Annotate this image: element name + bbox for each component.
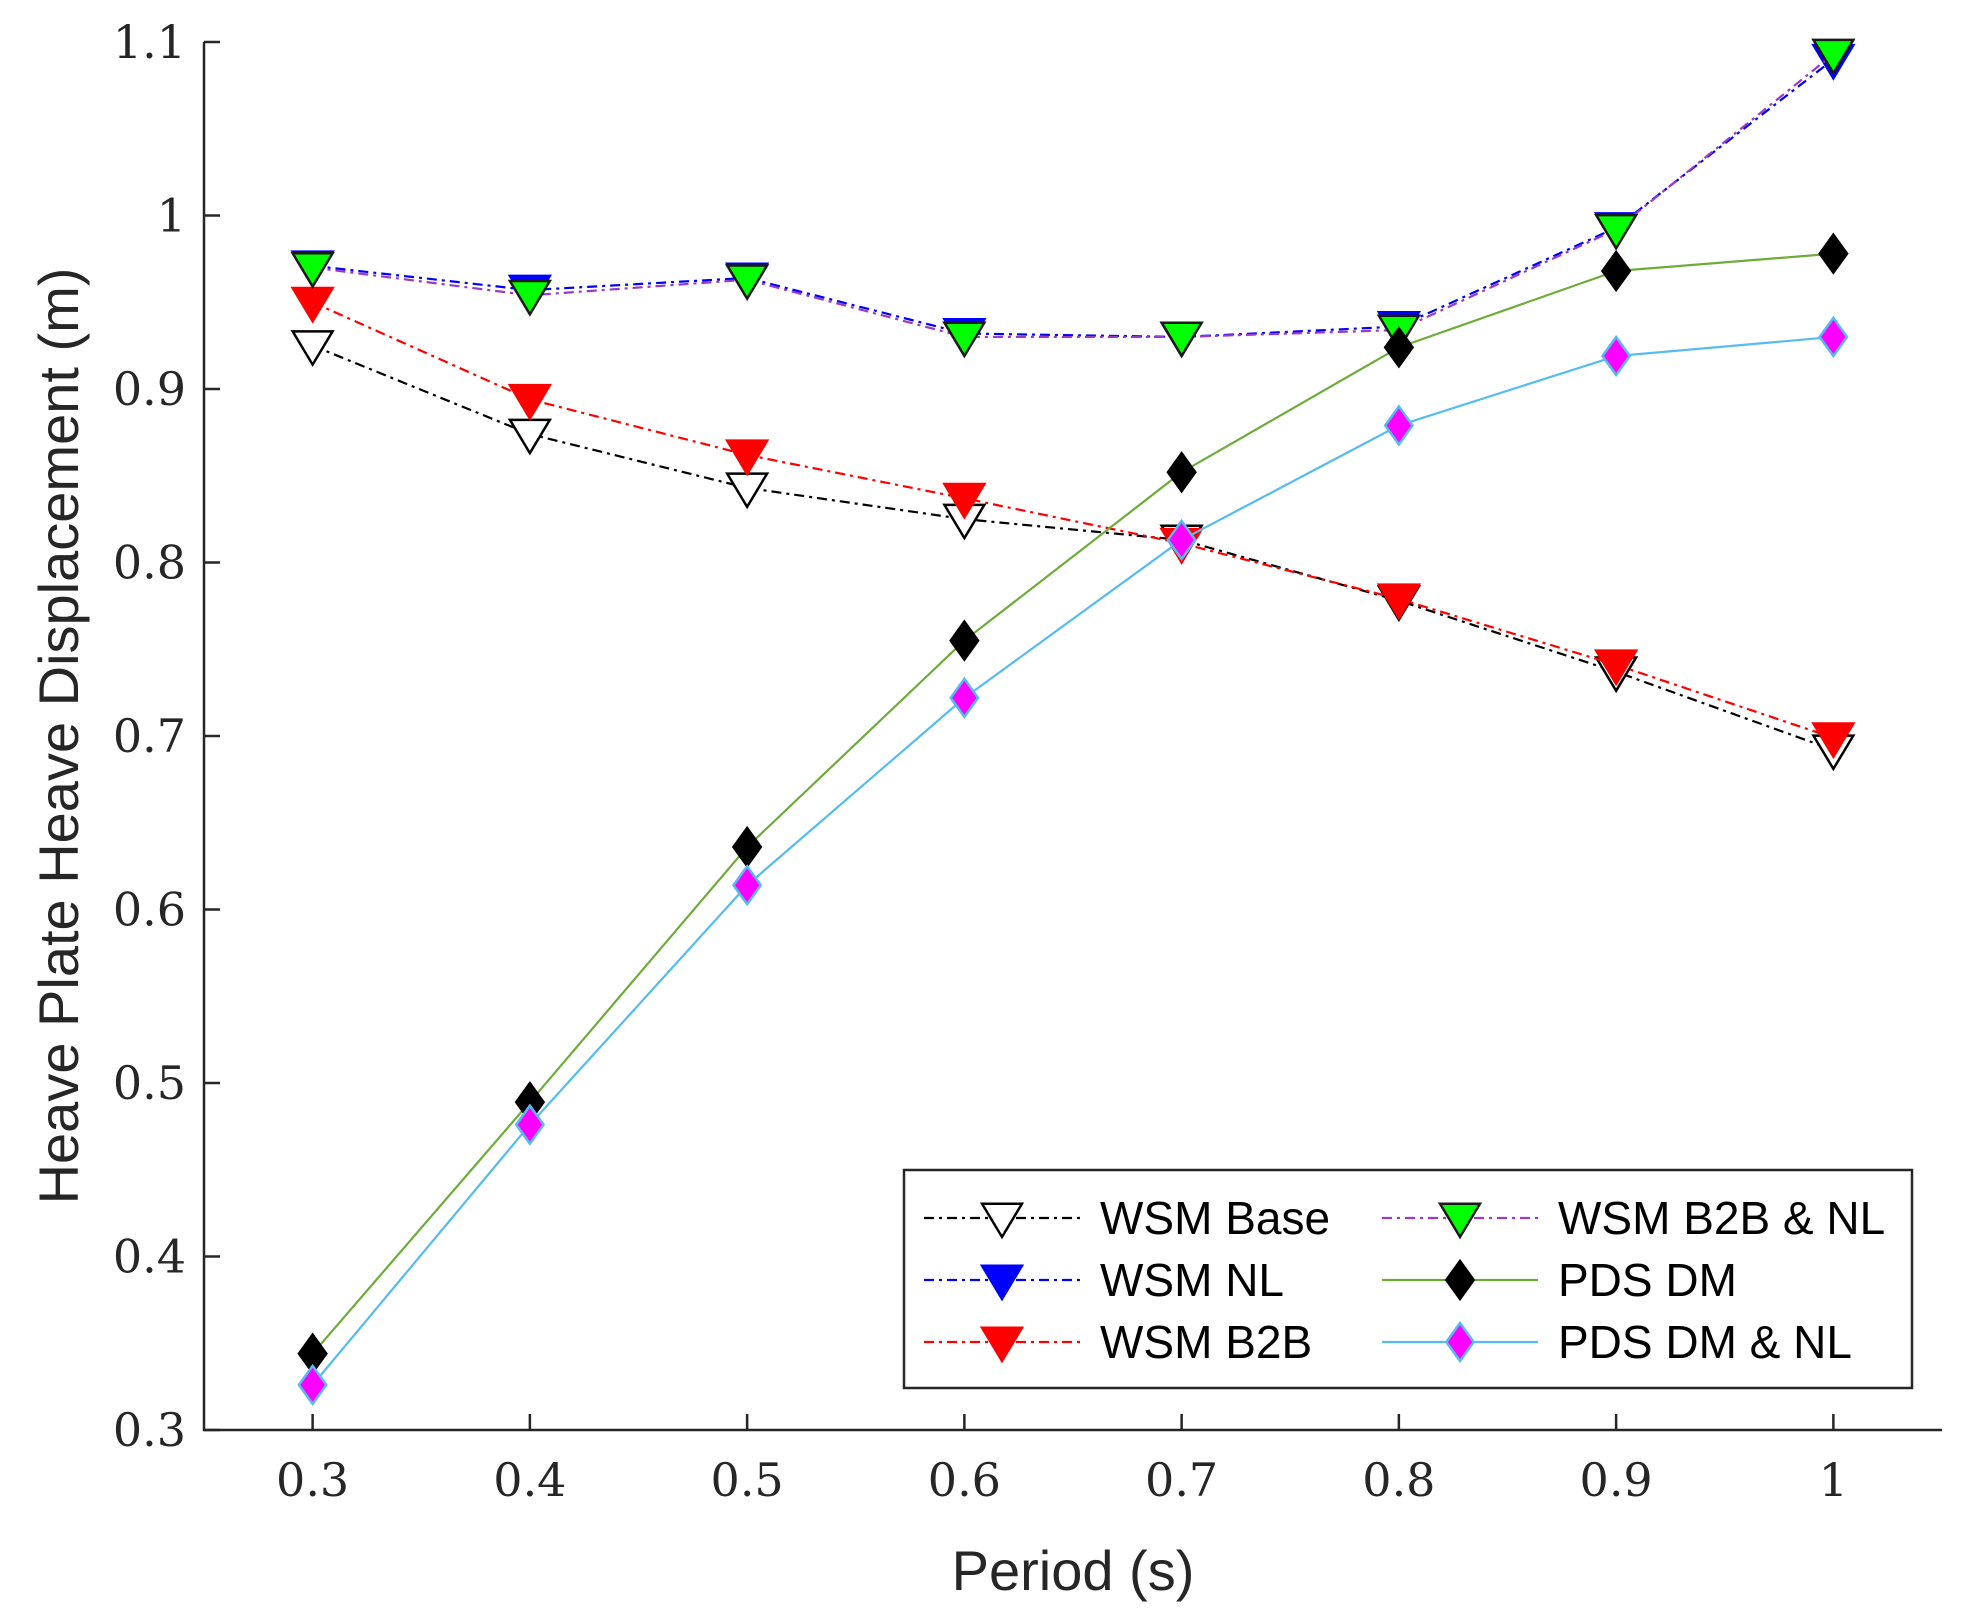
data-point: [290, 252, 335, 289]
x-tick-label: 0.9: [1580, 1453, 1653, 1507]
legend-item: WSM B2B: [924, 1316, 1312, 1368]
x-tick-label: 0.5: [711, 1453, 784, 1507]
data-point: [1593, 213, 1639, 251]
data-point: [514, 1103, 546, 1146]
data-point: [1811, 722, 1856, 760]
data-point: [724, 264, 770, 302]
legend-item: PDS DM & NL: [1382, 1316, 1852, 1368]
legend-label: PDS DM: [1558, 1254, 1737, 1306]
plot-series: [290, 38, 1856, 1407]
x-tick-label: 0.4: [493, 1453, 566, 1507]
legend-marker: [979, 1264, 1025, 1302]
data-point: [942, 321, 987, 359]
x-tick-label: 1: [1819, 1453, 1848, 1507]
data-point: [1383, 326, 1415, 369]
legend-item: WSM Base: [924, 1192, 1330, 1244]
legend-marker: [979, 1326, 1025, 1364]
data-point: [1166, 451, 1197, 494]
data-point: [1600, 334, 1632, 378]
x-tick-label: 0.3: [276, 1453, 349, 1507]
y-tick-label: 1: [157, 189, 186, 243]
data-point: [731, 864, 763, 907]
legend-item: PDS DM: [1382, 1254, 1737, 1306]
data-point: [1159, 321, 1204, 359]
data-point: [290, 330, 335, 368]
data-point: [1593, 649, 1639, 687]
series-line: [312, 344, 1834, 751]
legend-item: WSM NL: [924, 1254, 1284, 1306]
legend-marker: [1444, 1258, 1476, 1302]
y-tick-label: 0.6: [113, 883, 186, 937]
data-point: [949, 676, 980, 719]
data-point: [1811, 38, 1856, 76]
data-point: [731, 825, 763, 869]
x-tick-label: 0.6: [928, 1453, 1001, 1507]
data-point: [724, 472, 770, 510]
series-line: [311, 335, 1834, 1386]
legend-item: WSM B2B & NL: [1382, 1192, 1885, 1244]
data-point: [1376, 583, 1422, 621]
data-point: [1818, 315, 1849, 359]
legend-label: WSM NL: [1100, 1254, 1284, 1306]
series-line: [312, 58, 1835, 339]
x-tick-label: 0.8: [1362, 1453, 1435, 1507]
data-point: [1383, 404, 1415, 447]
y-tick-label: 0.3: [113, 1403, 186, 1457]
y-tick-label: 0.8: [113, 536, 186, 590]
x-tick-label: 0.7: [1145, 1453, 1218, 1507]
x-axis-label: Period (s): [952, 1539, 1195, 1602]
series-pds-dm-nl: [297, 315, 1849, 1407]
data-point: [949, 619, 980, 662]
legend-label: PDS DM & NL: [1558, 1316, 1852, 1368]
y-axis-label: Heave Plate Heave Displacement (m): [27, 268, 90, 1205]
data-point: [507, 418, 553, 456]
data-point: [724, 439, 770, 477]
series-line: [311, 252, 1834, 1355]
data-point: [507, 383, 553, 421]
legend-label: WSM B2B & NL: [1558, 1192, 1885, 1244]
legend-label: WSM Base: [1100, 1192, 1330, 1244]
y-tick-label: 0.5: [113, 1056, 186, 1110]
series-line: [312, 301, 1834, 739]
data-point: [942, 482, 987, 520]
legend-marker: [1444, 1320, 1476, 1364]
data-point: [1166, 518, 1197, 562]
data-point: [290, 286, 335, 324]
legend-marker: [979, 1202, 1025, 1240]
series-line: [312, 53, 1835, 339]
axes: 0.3 0.4 0.5 0.6 0.7 0.8 0.9 1 0.3 0.4 0.5 0.6 0.7 0.8…: [113, 15, 1942, 1507]
data-point: [297, 1363, 328, 1407]
y-tick-label: 1.1: [113, 15, 186, 69]
data-point: [507, 279, 553, 317]
y-tick-label: 0.4: [113, 1230, 186, 1284]
y-tick-label: 0.9: [113, 362, 186, 416]
legend: WSM Base WSM NL WSM B2B WSM B2B & NL PDS DM P…: [902, 1168, 1914, 1390]
legend-marker: [1437, 1202, 1483, 1240]
legend-label: WSM B2B: [1100, 1316, 1312, 1368]
y-tick-label: 0.7: [113, 709, 186, 763]
data-point: [1600, 249, 1632, 293]
data-point: [1818, 232, 1849, 275]
series-wsm-b2b-nl: [290, 38, 1856, 359]
